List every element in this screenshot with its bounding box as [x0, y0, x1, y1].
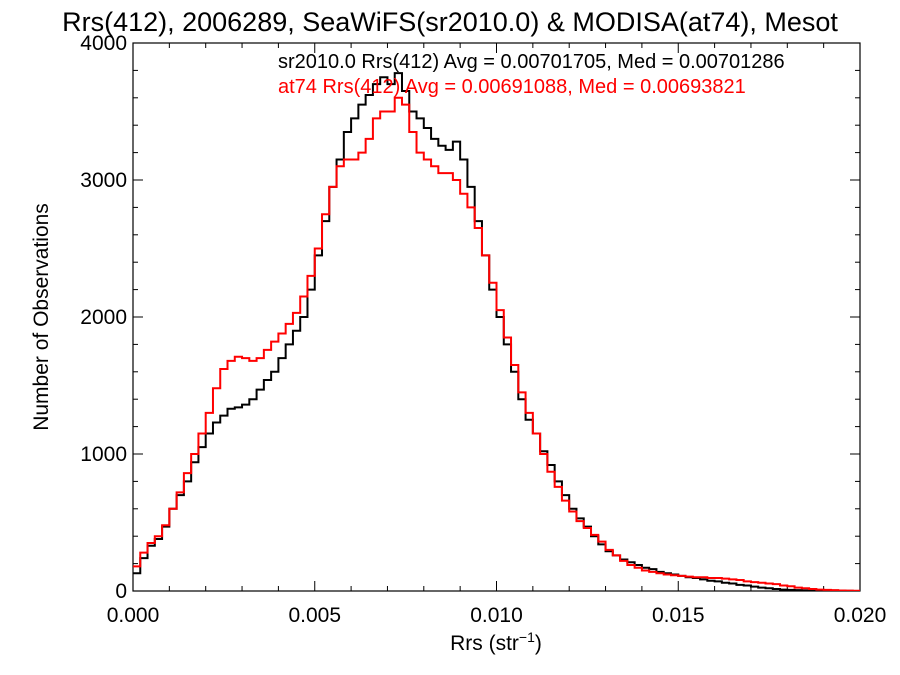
x-axis-label-superscript: −1 [519, 629, 535, 645]
y-tick-label: 1000 [80, 443, 127, 466]
legend-entry-at74: at74 Rrs(412) Avg = 0.00691088, Med = 0.… [278, 76, 746, 98]
x-tick-label: 0.015 [652, 604, 705, 627]
x-tick-label: 0.000 [107, 604, 160, 627]
legend-entry-sr2010: sr2010.0 Rrs(412) Avg = 0.00701705, Med … [278, 51, 785, 73]
chart-title: Rrs(412), 2006289, SeaWiFS(sr2010.0) & M… [62, 7, 838, 37]
y-axis-label: Number of Observations [30, 203, 53, 431]
x-axis-label: Rrs (str−1) [450, 629, 542, 655]
x-tick-label: 0.005 [288, 604, 341, 627]
x-axis-label-base: Rrs (str [450, 632, 519, 655]
y-tick-label: 3000 [80, 169, 127, 192]
series-layer [133, 72, 860, 591]
series-line-sr2010 [133, 72, 860, 591]
x-axis-label-end: ) [535, 632, 542, 655]
x-tick-label: 0.010 [470, 604, 523, 627]
y-tick-label: 0 [115, 580, 127, 603]
legend: sr2010.0 Rrs(412) Avg = 0.00701705, Med … [278, 51, 785, 98]
x-tick-label: 0.020 [834, 604, 887, 627]
axis-ticks: 0.000 0.005 0.010 0.015 0.020 0 1000 2000 3000 40… [80, 32, 886, 627]
y-tick-label: 4000 [80, 32, 127, 55]
y-tick-label: 2000 [80, 306, 127, 329]
series-line-at74 [133, 96, 860, 591]
